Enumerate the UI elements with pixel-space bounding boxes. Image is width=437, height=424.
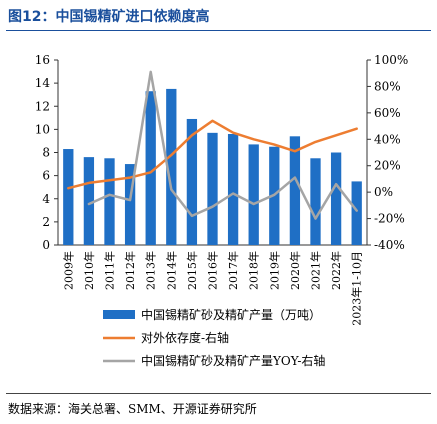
right-axis-tick-label: 60% (374, 106, 401, 120)
bar (83, 157, 95, 245)
right-axis-tick-label: 0% (374, 185, 393, 199)
bar (145, 91, 156, 245)
source-note: 数据来源：海关总署、SMM、开源证券研究所 (8, 402, 257, 416)
x-axis-tick-label: 2015年 (185, 251, 199, 290)
x-axis-tick-label: 2023年1-10月 (350, 251, 364, 326)
bar (330, 152, 342, 245)
right-axis-tick-label: -40% (374, 238, 405, 252)
x-axis-tick-label: 2022年 (329, 251, 343, 290)
bar (310, 158, 321, 245)
bar (124, 164, 136, 245)
x-axis-tick-label: 2013年 (144, 251, 158, 290)
chart-title: 图12：中国锡精矿进口依赖度高 (8, 9, 210, 25)
legend-label: 对外依存度-右轴 (141, 330, 229, 345)
bar (166, 88, 177, 245)
left-axis-tick-label: 16 (35, 53, 50, 67)
right-axis-tick-label: 100% (374, 53, 408, 67)
left-axis-tick-label: 14 (35, 76, 51, 90)
x-axis-tick-label: 2011年 (103, 251, 117, 290)
x-axis-tick-label: 2018年 (247, 251, 261, 290)
x-axis-tick-label: 2019年 (267, 251, 281, 290)
legend-swatch (103, 310, 135, 319)
line-series-path (87, 70, 358, 220)
left-axis-tick-label: 2 (42, 215, 50, 229)
right-axis-tick-label: 80% (374, 79, 401, 93)
right-axis-tick-label: 20% (374, 159, 401, 173)
left-axis-tick-label: 0 (42, 238, 50, 252)
line-series (67, 70, 358, 220)
left-axis-tick-label: 10 (35, 122, 50, 136)
x-axis-tick-label: 2021年 (309, 251, 323, 290)
line-series-path (67, 119, 358, 190)
title-divider (6, 30, 431, 31)
x-axis-tick-label: 2020年 (288, 251, 302, 290)
left-axis-tick-label: 6 (42, 169, 50, 183)
x-axis-tick-label: 2012年 (123, 251, 137, 290)
x-axis-ticks: 2009年 2010年 2011年 2012年 2013年 2014年 2015年 2016年… (61, 251, 363, 326)
left-axis-tick-label: 4 (42, 192, 50, 206)
bar (104, 158, 115, 245)
legend-label: 中国锡精矿砂及精矿产量（万吨） (141, 307, 321, 322)
bar (63, 149, 74, 245)
left-axis-ticks: 0 2 4 6 8 10 12 14 16 (35, 53, 58, 252)
left-axis-tick-label: 12 (35, 99, 50, 113)
x-axis-tick-label: 2010年 (82, 251, 96, 290)
legend-label: 中国锡精矿砂及精矿产量YOY-右轴 (141, 353, 325, 368)
left-axis-tick-label: 8 (42, 146, 50, 160)
x-axis-tick-label: 2016年 (206, 251, 220, 290)
bar-series (63, 88, 362, 245)
bar (207, 132, 218, 245)
chart: 0 2 4 6 8 10 12 14 16 -40% -20% 0% 20% 40% 60% 80% 100%… (35, 53, 409, 368)
x-axis-tick-label: 2009年 (61, 251, 75, 290)
bar (227, 134, 239, 245)
x-axis-tick-label: 2017年 (226, 251, 240, 290)
footer-divider (6, 393, 431, 394)
bar (186, 118, 198, 245)
bar (351, 181, 362, 245)
x-axis-tick-label: 2014年 (164, 251, 178, 290)
right-axis-tick-label: 40% (374, 132, 401, 146)
bar (289, 136, 301, 245)
right-axis-tick-label: -20% (374, 212, 405, 226)
right-axis-ticks: -40% -20% 0% 20% 40% 60% 80% 100% (367, 53, 408, 252)
bar (248, 144, 259, 245)
